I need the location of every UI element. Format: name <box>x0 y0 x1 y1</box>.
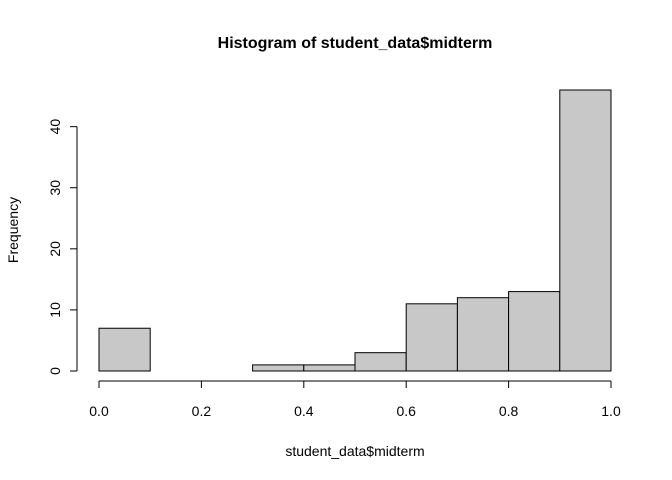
histogram-bar <box>354 352 407 372</box>
y-tick-label: 10 <box>47 302 63 318</box>
histogram-bar <box>252 364 305 372</box>
chart-title: Histogram of student_data$midterm <box>218 35 493 52</box>
y-tick-label: 30 <box>47 180 63 196</box>
y-tick-label: 20 <box>47 241 63 257</box>
x-axis: 0.0 0.2 0.4 0.6 0.8 1.0 <box>89 380 621 419</box>
histogram-bar <box>405 303 458 372</box>
histogram-bar <box>303 364 356 372</box>
bars-group <box>98 89 612 372</box>
histogram-bar <box>456 297 510 372</box>
x-tick-label: 0.8 <box>499 403 519 419</box>
y-tick-label: 0 <box>47 367 63 375</box>
histogram-bar <box>508 291 561 372</box>
x-tick-label: 1.0 <box>601 403 621 419</box>
x-tick-label: 0.4 <box>294 403 314 419</box>
x-axis-label: student_data$midterm <box>285 443 424 459</box>
histogram-bar <box>559 89 612 372</box>
y-axis: 0 10 20 30 40 <box>47 119 78 375</box>
x-tick-label: 0.0 <box>89 403 109 419</box>
histogram-bar <box>98 327 151 372</box>
x-tick-label: 0.6 <box>396 403 416 419</box>
x-tick-label: 0.2 <box>192 403 212 419</box>
y-tick-label: 40 <box>47 119 63 135</box>
y-axis-label: Frequency <box>5 197 21 263</box>
